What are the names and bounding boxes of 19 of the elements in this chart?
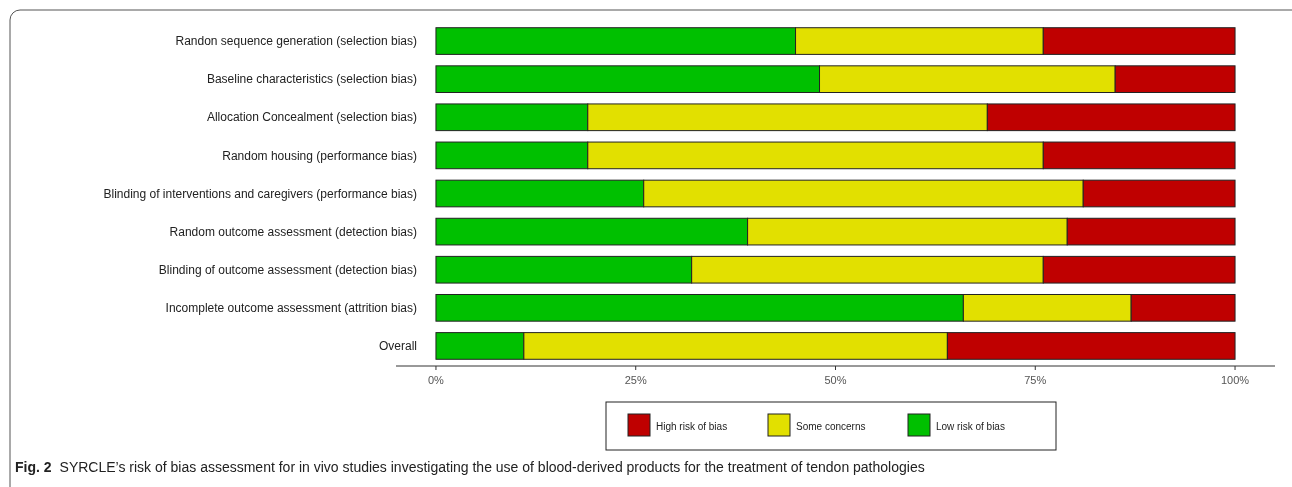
y-tick-label: Random outcome assessment (detection bias)	[169, 224, 417, 239]
y-tick-label: Overall	[378, 339, 417, 354]
legend-label: Some concerns	[796, 420, 866, 432]
y-tick-label: Random housing (performance bias)	[222, 148, 417, 163]
y-tick-label: Incomplete outcome assessment (attrition bias)	[165, 301, 417, 316]
x-tick-label: 25%	[624, 374, 647, 386]
legend-label: High risk of bias	[656, 420, 728, 432]
x-tick-label: 100%	[1220, 374, 1250, 386]
x-tick-label: 50%	[824, 374, 847, 386]
y-tick-label: Randon sequence generation (selection bias)	[175, 34, 417, 49]
y-tick-label: Blinding of interventions and caregivers (performance bias)	[103, 186, 417, 201]
y-tick-label: Blinding of outcome assessment (detection bias)	[158, 262, 417, 277]
y-tick-label: Allocation Concealment (selection bias)	[206, 110, 417, 125]
caption: Fig. 2	[15, 459, 52, 475]
x-tick-label: 0%	[428, 374, 445, 386]
x-tick-label: 75%	[1024, 374, 1047, 386]
y-tick-label: Baseline characteristics (selection bias)	[206, 72, 417, 87]
text: SYRCLE’s risk of bias assessment for in vivo studies investigating the use of blood-derived products for the treatment of tendon pathologies	[59, 459, 925, 475]
legend-label: Low risk of bias	[936, 420, 1005, 432]
